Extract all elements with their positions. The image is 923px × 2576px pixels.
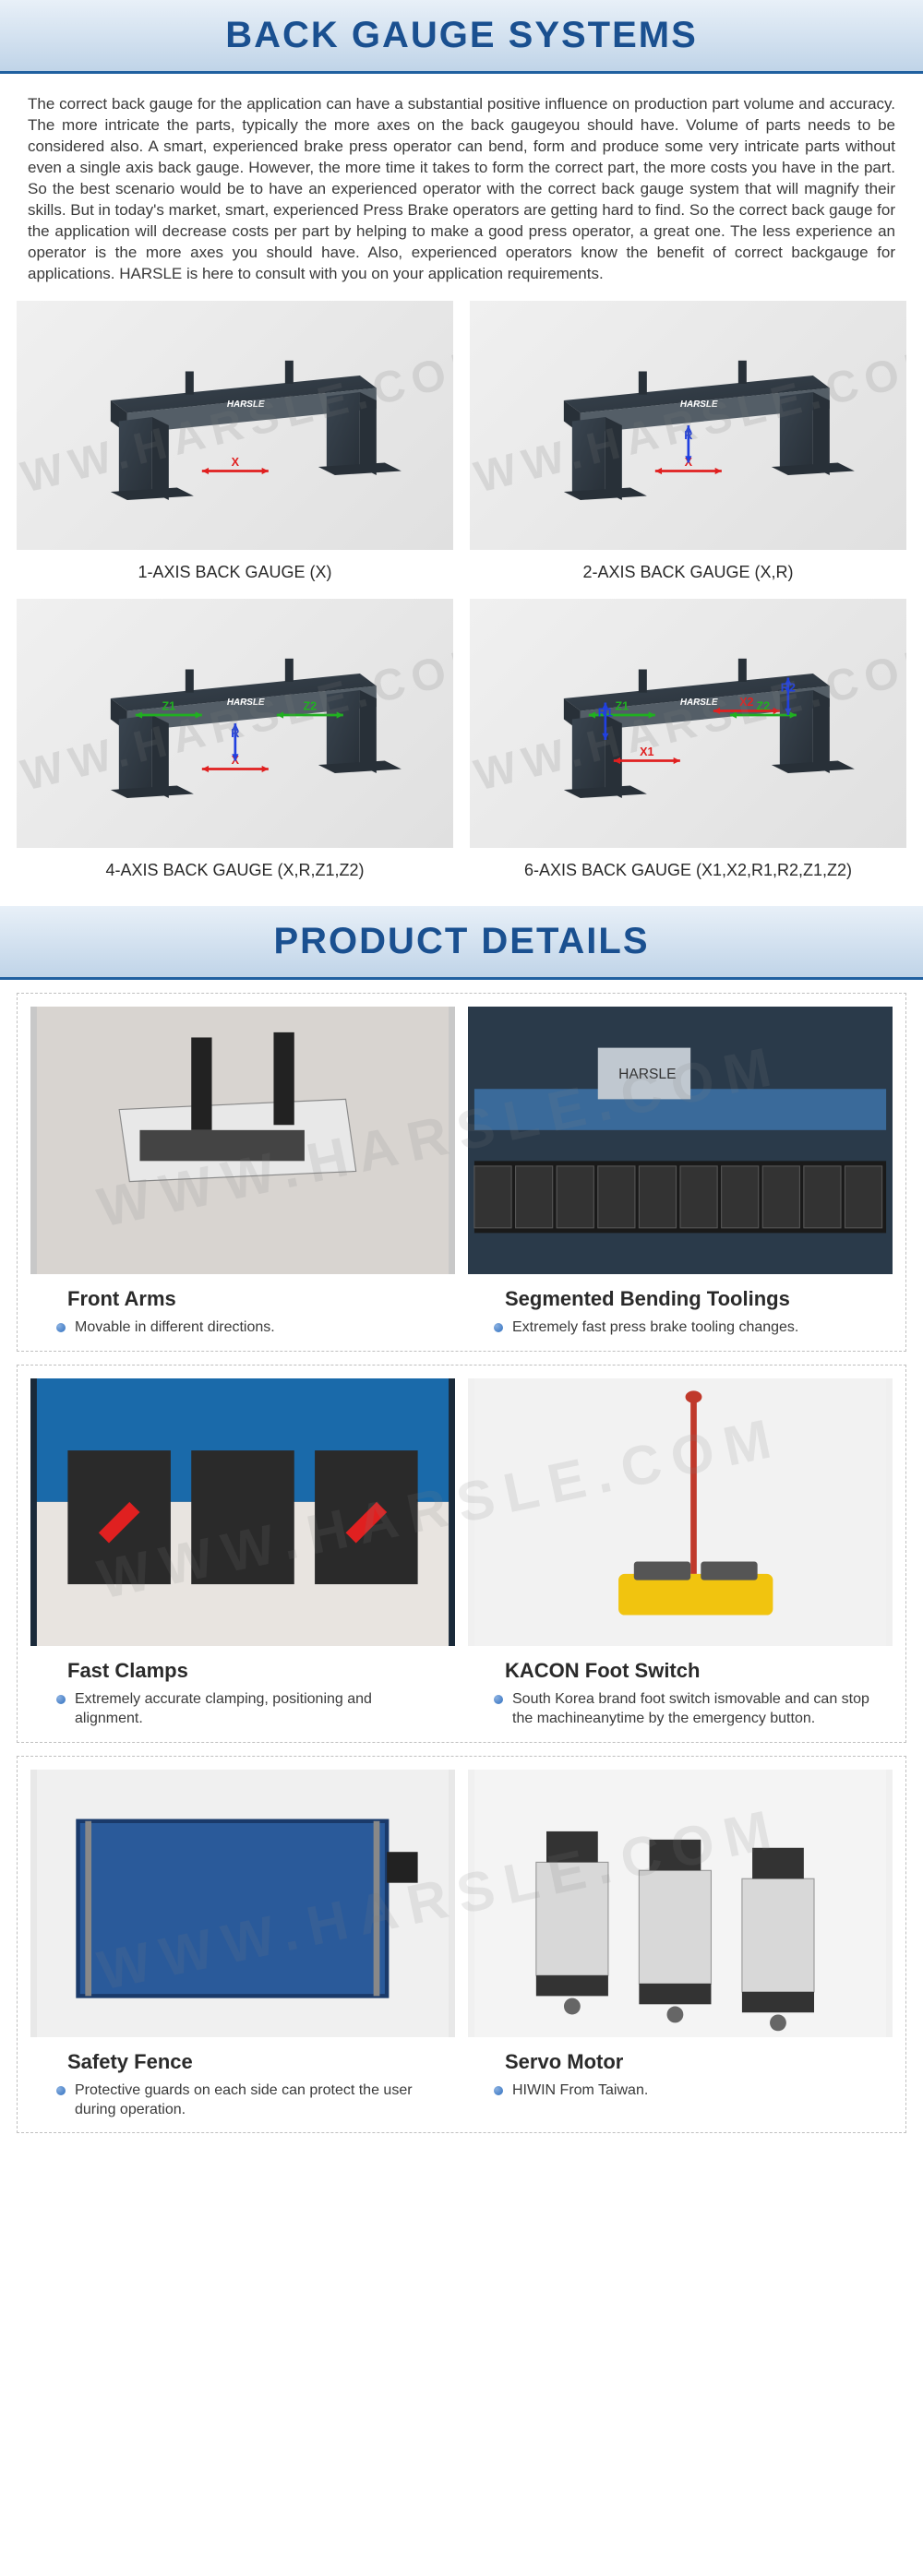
detail-image — [468, 1378, 893, 1646]
detail-row: WWW.HARSLE.COM Safety Fence Protective g… — [17, 1756, 906, 2134]
product-details-header: PRODUCT DETAILS — [0, 906, 923, 980]
svg-text:Z1: Z1 — [615, 700, 629, 713]
detail-image: HARSLE — [468, 1007, 893, 1274]
detail-description: Protective guards on each side can prote… — [56, 2081, 455, 2120]
bullet-icon — [56, 1323, 66, 1332]
svg-text:X1: X1 — [640, 746, 653, 759]
gauge-image: HARSLE Z1 Z2 X1 X2 R1 R2 WWW.HARSLE.COM — [470, 599, 906, 848]
svg-text:HARSLE: HARSLE — [227, 400, 265, 411]
gauge-item: HARSLE X R WWW.HARSLE.COM 2-AXIS BACK GA… — [470, 301, 906, 582]
gauge-caption: 1-AXIS BACK GAUGE (X) — [17, 563, 453, 582]
svg-text:R2: R2 — [780, 682, 795, 695]
detail-title: Front Arms — [67, 1287, 455, 1311]
detail-row: WWW.HARSLE.COM Front Arms Movable in dif… — [17, 993, 906, 1352]
svg-text:R: R — [231, 727, 239, 740]
gauge-caption: 2-AXIS BACK GAUGE (X,R) — [470, 563, 906, 582]
svg-text:Z2: Z2 — [303, 700, 317, 713]
bullet-icon — [494, 1323, 503, 1332]
gauge-grid: HARSLE X WWW.HARSLE.COM 1-AXIS BACK GAUG… — [0, 301, 923, 906]
detail-description: South Korea brand foot switch ismovable … — [494, 1690, 893, 1729]
bullet-icon — [56, 1695, 66, 1704]
detail-item: Front Arms Movable in different directio… — [30, 1007, 455, 1338]
detail-image — [30, 1770, 455, 2037]
gauge-caption: 6-AXIS BACK GAUGE (X1,X2,R1,R2,Z1,Z2) — [470, 861, 906, 880]
gauge-item: HARSLE X WWW.HARSLE.COM 1-AXIS BACK GAUG… — [17, 301, 453, 582]
bullet-icon — [494, 2086, 503, 2095]
detail-title: Segmented Bending Toolings — [505, 1287, 893, 1311]
svg-text:HARSLE: HARSLE — [680, 400, 718, 411]
detail-title: KACON Foot Switch — [505, 1659, 893, 1683]
detail-item: Servo Motor HIWIN From Taiwan. — [468, 1770, 893, 2120]
back-gauge-header: BACK GAUGE SYSTEMS — [0, 0, 923, 74]
product-details-title: PRODUCT DETAILS — [0, 921, 923, 962]
detail-description: Extremely accurate clamping, positioning… — [56, 1690, 455, 1729]
detail-item: Fast Clamps Extremely accurate clamping,… — [30, 1378, 455, 1729]
bullet-icon — [494, 1695, 503, 1704]
detail-image — [30, 1007, 455, 1274]
details-grid: WWW.HARSLE.COM Front Arms Movable in dif… — [0, 980, 923, 2159]
detail-image — [30, 1378, 455, 1646]
detail-title: Fast Clamps — [67, 1659, 455, 1683]
detail-title: Servo Motor — [505, 2050, 893, 2074]
svg-text:Z1: Z1 — [162, 700, 175, 713]
svg-text:HARSLE: HARSLE — [680, 698, 718, 709]
svg-text:R: R — [684, 429, 692, 442]
gauge-item: HARSLE Z1 Z2 X1 X2 R1 R2 WWW.HARSLE.COM … — [470, 599, 906, 880]
detail-description: Extremely fast press brake tooling chang… — [494, 1318, 893, 1338]
bullet-icon — [56, 2086, 66, 2095]
svg-text:X: X — [231, 457, 239, 470]
svg-text:HARSLE: HARSLE — [618, 1067, 676, 1083]
gauge-image: HARSLE X R Z1 Z2 WWW.HARSLE.COM — [17, 599, 453, 848]
intro-paragraph: The correct back gauge for the applicati… — [0, 74, 923, 301]
detail-row: WWW.HARSLE.COM Fast Clamps Extremely acc… — [17, 1365, 906, 1743]
detail-title: Safety Fence — [67, 2050, 455, 2074]
detail-description: HIWIN From Taiwan. — [494, 2081, 893, 2101]
detail-item: HARSLE Segmented Bending Toolings Extrem… — [468, 1007, 893, 1338]
gauge-caption: 4-AXIS BACK GAUGE (X,R,Z1,Z2) — [17, 861, 453, 880]
gauge-image: HARSLE X R WWW.HARSLE.COM — [470, 301, 906, 550]
detail-image — [468, 1770, 893, 2037]
svg-text:HARSLE: HARSLE — [227, 698, 265, 709]
svg-text:X2: X2 — [739, 697, 753, 710]
detail-item: KACON Foot Switch South Korea brand foot… — [468, 1378, 893, 1729]
detail-description: Movable in different directions. — [56, 1318, 455, 1338]
gauge-item: HARSLE X R Z1 Z2 WWW.HARSLE.COM 4-AXIS B… — [17, 599, 453, 880]
gauge-image: HARSLE X WWW.HARSLE.COM — [17, 301, 453, 550]
detail-item: Safety Fence Protective guards on each s… — [30, 1770, 455, 2120]
back-gauge-title: BACK GAUGE SYSTEMS — [0, 15, 923, 56]
svg-text:R1: R1 — [597, 707, 612, 720]
